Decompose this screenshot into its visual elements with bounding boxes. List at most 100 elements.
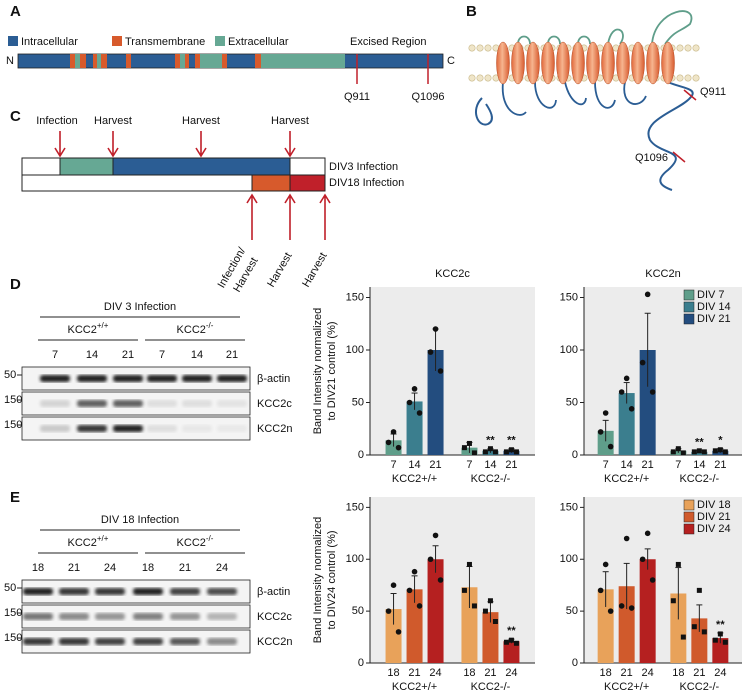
point bbox=[675, 446, 681, 452]
bar-label: 18 bbox=[387, 667, 399, 679]
helix bbox=[571, 41, 585, 85]
band bbox=[59, 638, 89, 645]
point bbox=[717, 631, 723, 637]
ec-segments bbox=[75, 54, 345, 68]
bar-label: 21 bbox=[505, 459, 517, 471]
genotype-name: KCC2 bbox=[68, 537, 97, 549]
band bbox=[40, 425, 70, 432]
point bbox=[390, 429, 397, 435]
lane-label: 21 bbox=[179, 562, 191, 574]
y-tick-label: 100 bbox=[346, 344, 364, 356]
point bbox=[487, 446, 493, 452]
band bbox=[170, 588, 200, 595]
panel-label: E bbox=[10, 489, 20, 506]
genotype-name: KCC2 bbox=[68, 324, 97, 336]
protein-label: KCC2n bbox=[257, 423, 292, 435]
lipid bbox=[684, 74, 692, 82]
point bbox=[482, 449, 488, 455]
band bbox=[113, 375, 143, 382]
bar-label: 21 bbox=[484, 667, 496, 679]
marker-label: 50 bbox=[4, 369, 16, 381]
lane-label: 14 bbox=[191, 349, 203, 361]
point bbox=[712, 637, 718, 643]
point bbox=[432, 532, 439, 539]
protein-label: KCC2c bbox=[257, 611, 292, 623]
band bbox=[59, 588, 89, 595]
excised-label: Excised Region bbox=[350, 36, 426, 48]
genotype-name: KCC2 bbox=[177, 324, 206, 336]
bar bbox=[597, 589, 614, 663]
point bbox=[607, 608, 614, 614]
helix bbox=[541, 41, 555, 85]
point bbox=[597, 587, 604, 594]
lipid bbox=[676, 44, 684, 52]
site-label: Q911 bbox=[700, 86, 726, 98]
legend-swatch bbox=[8, 36, 18, 46]
legend-swatch bbox=[683, 511, 695, 523]
y-label: to DIV21 control (%) bbox=[326, 321, 338, 420]
point bbox=[461, 587, 467, 593]
marker-label: 150 bbox=[4, 419, 22, 431]
arrow-label: Infection bbox=[36, 115, 78, 127]
y-tick-label: 100 bbox=[560, 344, 578, 356]
legend-swatch bbox=[683, 289, 695, 301]
marker-label: 150 bbox=[4, 607, 22, 619]
genotype-name: KCC2 bbox=[177, 537, 206, 549]
band bbox=[23, 588, 53, 595]
point bbox=[670, 598, 676, 604]
point bbox=[437, 577, 444, 583]
band bbox=[77, 400, 107, 407]
genotype-sup: +/+ bbox=[97, 321, 109, 330]
band bbox=[133, 613, 163, 620]
point bbox=[722, 639, 728, 645]
lipid bbox=[676, 74, 684, 82]
point bbox=[607, 443, 614, 450]
y-tick-label: 100 bbox=[560, 553, 578, 565]
helix bbox=[511, 41, 525, 85]
point bbox=[691, 449, 697, 455]
group-label: KCC2+/+ bbox=[604, 473, 649, 485]
bar-label: 24 bbox=[714, 667, 726, 679]
legend-swatch bbox=[683, 301, 695, 313]
bar bbox=[639, 559, 656, 663]
band bbox=[23, 638, 53, 645]
bar bbox=[385, 609, 402, 663]
bar-label: 21 bbox=[429, 459, 441, 471]
y-tick-label: 50 bbox=[566, 396, 578, 408]
bar-label: 7 bbox=[675, 459, 681, 471]
point bbox=[466, 561, 472, 567]
bar-label: 7 bbox=[390, 459, 396, 471]
bar-label: 21 bbox=[642, 459, 654, 471]
y-tick-label: 150 bbox=[560, 291, 578, 303]
row-label: DIV3 Infection bbox=[329, 161, 398, 173]
lipid bbox=[684, 44, 692, 52]
bar bbox=[691, 451, 708, 455]
legend-swatch bbox=[215, 36, 225, 46]
site-label: Q911 bbox=[344, 91, 370, 103]
point bbox=[649, 389, 656, 395]
arrow-label: Harvest bbox=[271, 115, 309, 127]
bar-label: 7 bbox=[466, 459, 472, 471]
point bbox=[471, 450, 477, 456]
point bbox=[675, 561, 681, 567]
bar-label: 14 bbox=[693, 459, 705, 471]
band bbox=[147, 375, 177, 382]
point bbox=[701, 629, 707, 635]
significance: ** bbox=[695, 437, 704, 449]
legend-swatch bbox=[683, 523, 695, 535]
band bbox=[182, 425, 212, 432]
bar-label: 18 bbox=[672, 667, 684, 679]
point bbox=[437, 368, 444, 374]
lipid bbox=[476, 74, 484, 82]
point bbox=[406, 587, 413, 594]
significance: ** bbox=[507, 435, 516, 447]
marker-label: 50 bbox=[4, 582, 16, 594]
point bbox=[503, 639, 509, 645]
point bbox=[395, 629, 402, 635]
band bbox=[40, 375, 70, 382]
point bbox=[513, 640, 519, 646]
point bbox=[406, 399, 413, 406]
point bbox=[432, 326, 439, 332]
site-label: Q1096 bbox=[411, 91, 444, 103]
bar-label: 14 bbox=[408, 459, 420, 471]
